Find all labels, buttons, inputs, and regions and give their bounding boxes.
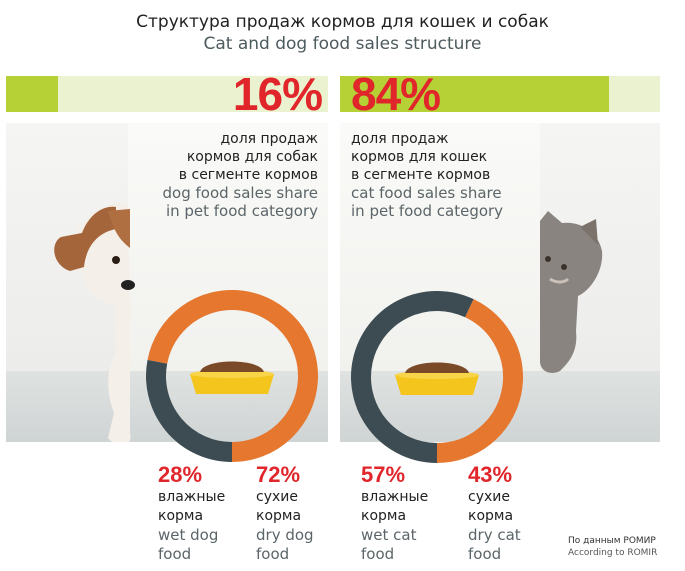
cat-share-bar: 84% — [340, 76, 660, 112]
source-ru: По данным РОМИР — [568, 536, 656, 546]
legend-ru-line: корма — [468, 508, 514, 524]
legend-ru-line: сухие — [256, 489, 298, 505]
legend-ru-line: влажные — [158, 489, 226, 505]
desc-ru-line: в сегменте кормов — [178, 167, 318, 183]
desc-ru-line: кормов для кошек — [351, 149, 488, 165]
cat-share-label: 84% — [351, 76, 441, 112]
legend-en-line: wet cat — [361, 526, 417, 544]
cat-food-donut-chart — [351, 291, 523, 463]
desc-ru-line: доля продаж — [351, 131, 449, 147]
legend-ru-line: сухие — [468, 489, 510, 505]
legend-en-line: wet dog — [158, 526, 219, 544]
cat-dry-pct: 43% — [468, 462, 513, 487]
dog-share-bar: 16% — [6, 76, 328, 112]
cat-wet-legend: 57% влажные корма wet cat food — [361, 462, 428, 564]
cat-dry-segment — [436, 299, 523, 463]
legend-en-line: dry cat — [468, 526, 521, 544]
legend-en-line: food — [256, 545, 290, 563]
food-bowl-icon — [395, 362, 479, 395]
desc-en-line: cat food sales share — [351, 184, 502, 202]
source-note: По данным РОМИР According to ROMIR — [568, 535, 657, 559]
cat-illustration-icon — [540, 211, 603, 373]
cat-share-description: доля продаж кормов для кошек в сегменте … — [351, 130, 503, 220]
dog-dry-segment — [147, 290, 318, 462]
legend-en-line: dry dog — [256, 526, 314, 544]
desc-ru-line: кормов для собак — [186, 149, 318, 165]
dog-wet-legend: 28% влажные корма wet dog food — [158, 462, 225, 564]
legend-ru-line: корма — [158, 508, 204, 524]
legend-ru-line: корма — [361, 508, 407, 524]
dog-illustration-icon — [54, 202, 135, 442]
food-bowl-icon — [190, 361, 274, 394]
dog-dry-legend: 72% сухие корма dry dog food — [256, 462, 314, 564]
desc-en-line: in pet food category — [165, 202, 318, 220]
cat-wet-segment — [351, 291, 474, 463]
dog-share-bar-fill — [6, 76, 58, 112]
legend-en-line: food — [158, 545, 192, 563]
cat-wet-pct: 57% — [361, 462, 406, 487]
dog-wet-segment — [146, 359, 233, 462]
desc-ru-line: в сегменте кормов — [351, 167, 491, 183]
legend-en-line: food — [468, 545, 502, 563]
dog-food-donut-chart — [146, 290, 318, 462]
legend-en-line: food — [361, 545, 395, 563]
dog-share-description: доля продаж кормов для собак в сегменте … — [163, 130, 318, 220]
chart-title-en: Cat and dog food sales structure — [203, 34, 482, 54]
legend-ru-line: влажные — [361, 489, 429, 505]
dog-wet-pct: 28% — [158, 462, 203, 487]
desc-en-line: dog food sales share — [162, 184, 318, 202]
chart-title-ru: Структура продаж кормов для кошек и соба… — [136, 12, 549, 32]
dog-dry-pct: 72% — [256, 462, 301, 487]
source-en: According to ROMIR — [568, 548, 658, 558]
desc-ru-line: доля продаж — [220, 131, 318, 147]
cat-dry-legend: 43% сухие корма dry cat food — [468, 462, 521, 564]
desc-en-line: in pet food category — [351, 202, 504, 220]
legend-ru-line: корма — [256, 508, 302, 524]
dog-share-label: 16% — [232, 76, 323, 112]
cat-share-bar-fill — [340, 76, 609, 112]
